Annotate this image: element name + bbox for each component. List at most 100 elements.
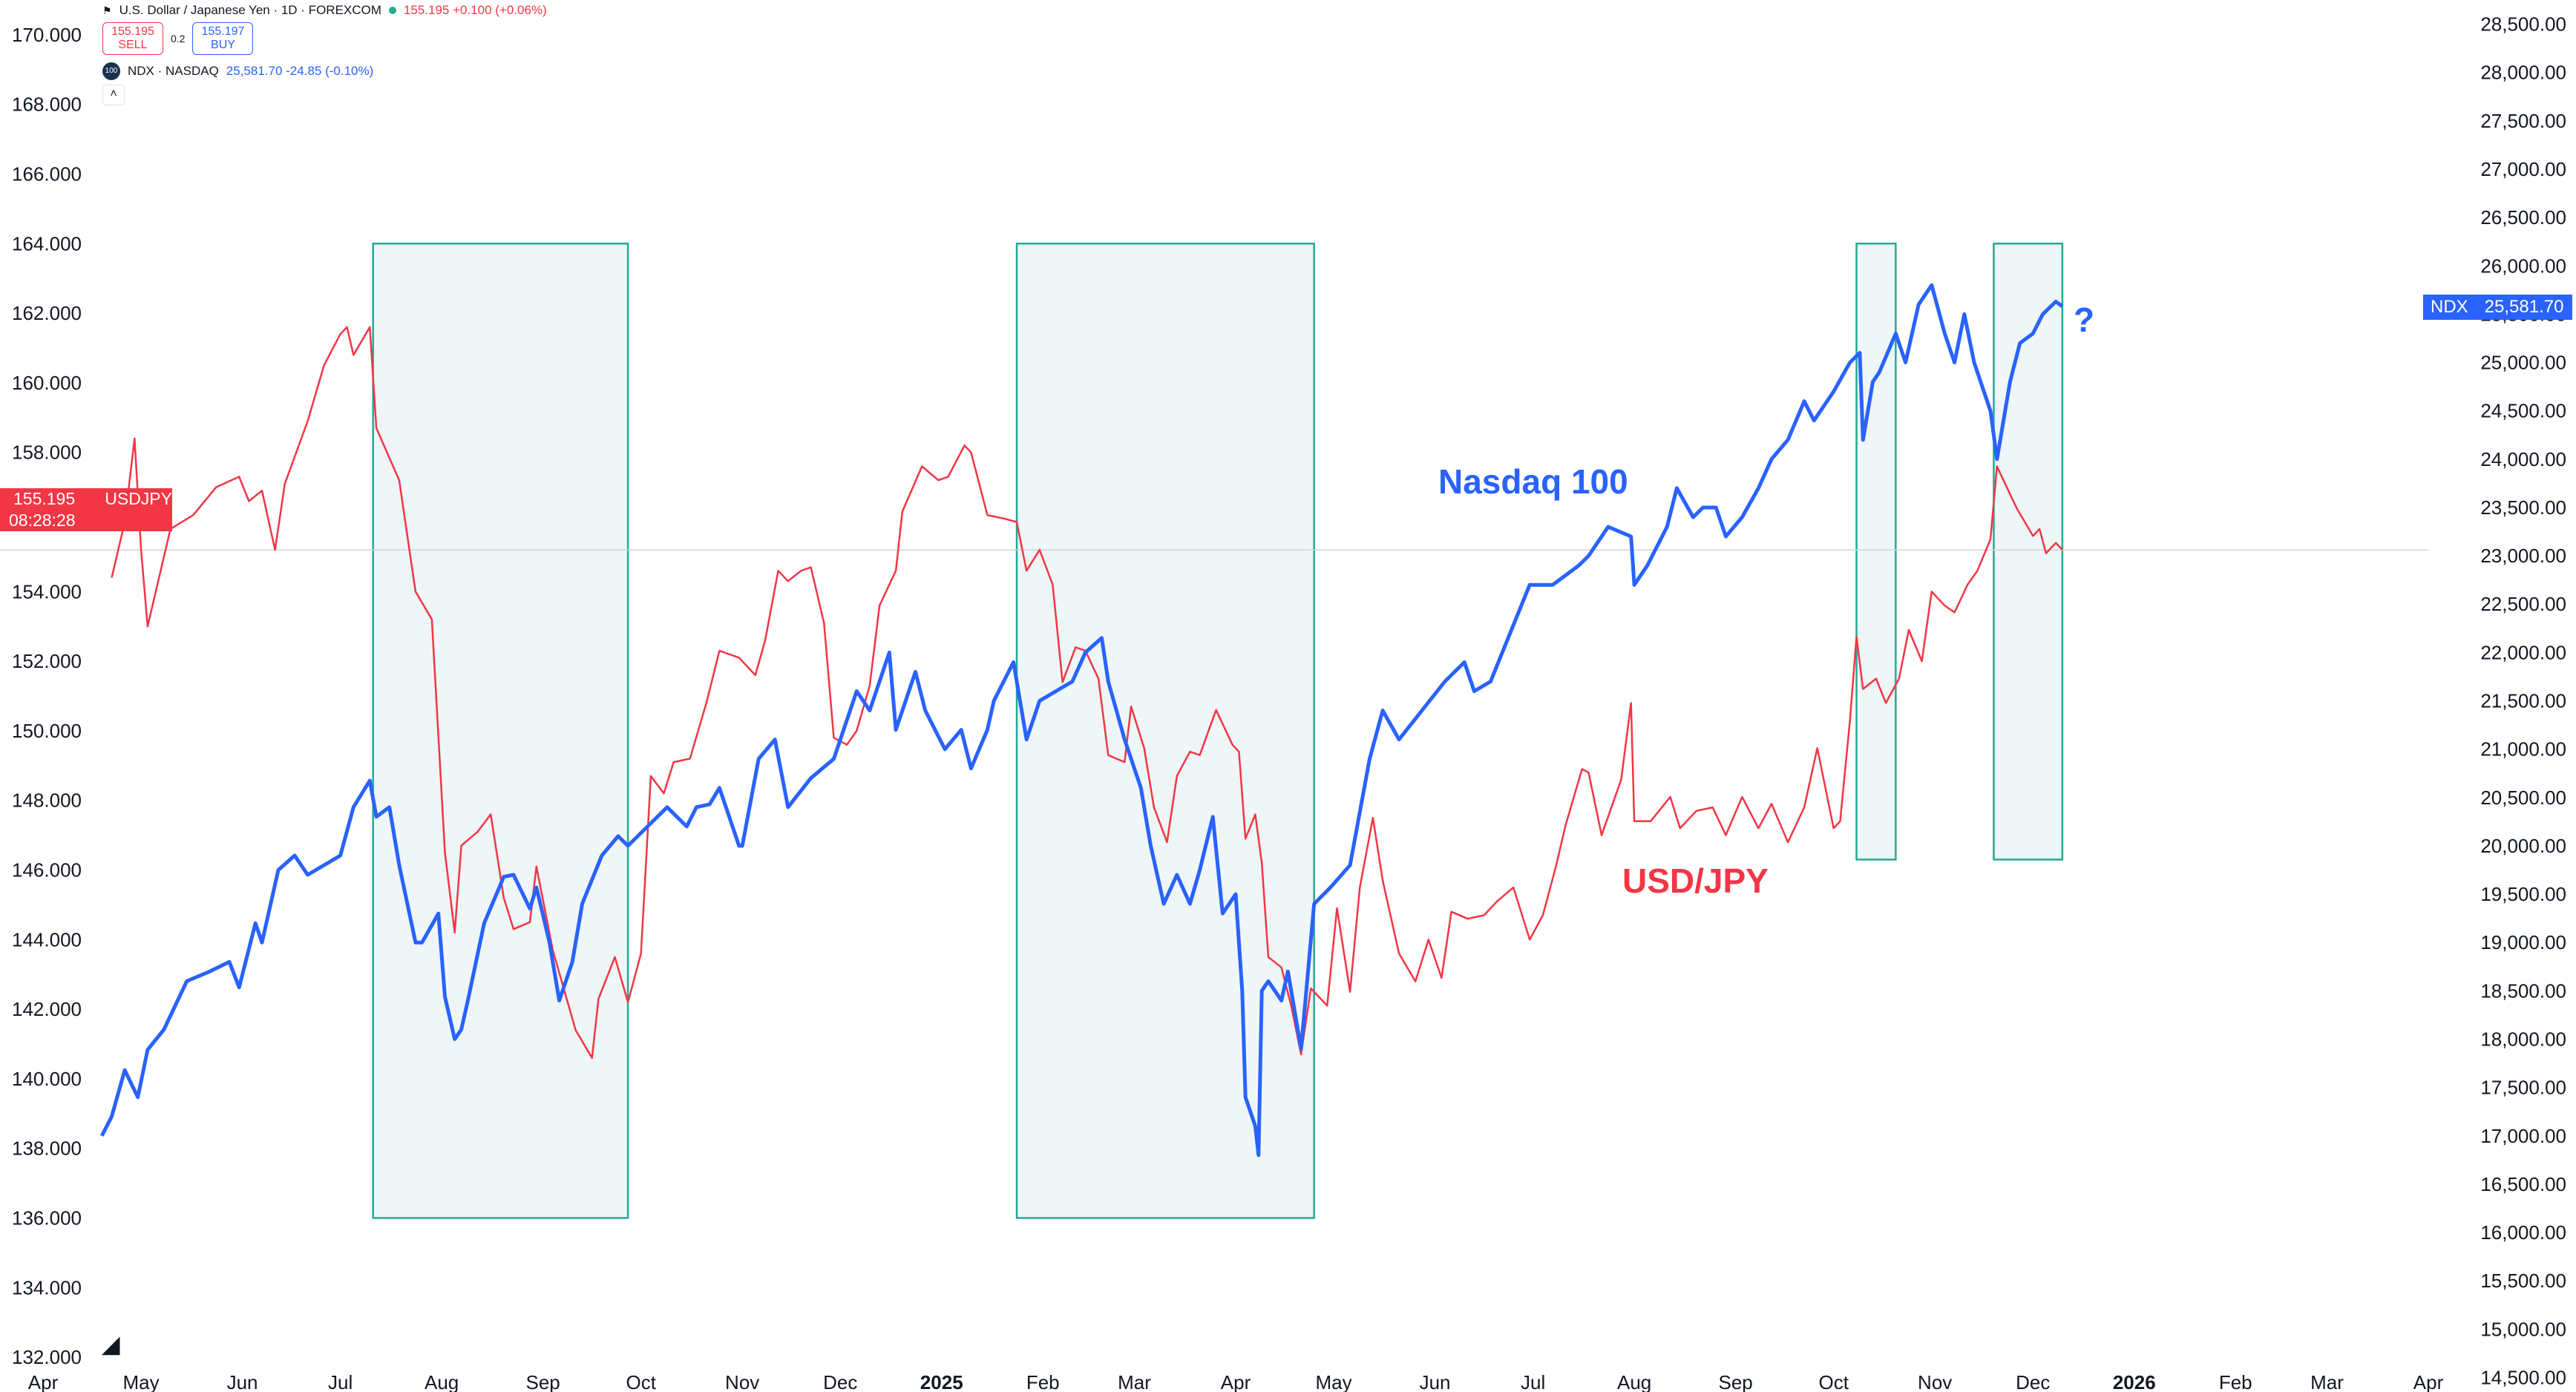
- x-tick-label: Sep: [1718, 1371, 1752, 1392]
- right-tick-label: 17,000.00: [2480, 1125, 2566, 1147]
- right-tick-label: 17,500.00: [2480, 1077, 2566, 1099]
- usdjpy-annotation: USD/JPY: [1622, 861, 1769, 900]
- usdjpy-last-price: 155.195: [13, 489, 76, 508]
- left-tick-label: 134.000: [12, 1276, 82, 1299]
- x-tick-label: Mar: [2310, 1371, 2344, 1392]
- left-tick-label: 154.000: [12, 580, 82, 603]
- left-tick-label: 160.000: [12, 372, 82, 394]
- left-tick-label: 170.000: [12, 24, 82, 46]
- left-tick-label: 132.000: [12, 1346, 82, 1368]
- x-tick-label: Apr: [1221, 1371, 1251, 1392]
- x-tick-label: 2025: [920, 1371, 963, 1392]
- buy-price: 155.197: [201, 25, 245, 38]
- ndx-logo-icon: 100: [102, 62, 120, 80]
- right-tick-label: 21,500.00: [2480, 690, 2566, 712]
- left-tick-label: 162.000: [12, 302, 82, 324]
- x-tick-label: Sep: [525, 1371, 560, 1392]
- x-tick-label: Aug: [1617, 1371, 1651, 1392]
- compare-symbol[interactable]: NDX · NASDAQ: [128, 64, 219, 78]
- right-tick-label: 22,500.00: [2480, 593, 2566, 615]
- x-tick-label: Jul: [328, 1371, 353, 1392]
- x-tick-label: Apr: [2413, 1371, 2444, 1392]
- x-tick-label: Dec: [823, 1371, 857, 1392]
- buy-label: BUY: [211, 39, 235, 51]
- us-flag-icon: ⚑: [102, 4, 112, 16]
- ndx-last-price: 25,581.70: [2484, 297, 2564, 317]
- x-tick-label: Feb: [1026, 1371, 1060, 1392]
- right-tick-label: 28,500.00: [2480, 13, 2566, 36]
- highlight-box-4: [1993, 243, 2064, 861]
- x-tick-label: Dec: [2016, 1371, 2050, 1392]
- left-tick-label: 158.000: [12, 441, 82, 464]
- right-price-axis[interactable]: 14,500.00 15,000.00 15,500.00 16,000.00 16,5…: [2480, 13, 2566, 1389]
- right-tick-label: 26,000.00: [2480, 255, 2566, 277]
- right-tick-label: 16,500.00: [2480, 1173, 2566, 1195]
- right-tick-label: 27,000.00: [2480, 158, 2566, 180]
- series-line-usdjpy: [111, 326, 2063, 1060]
- right-tick-label: 23,000.00: [2480, 545, 2566, 567]
- left-tick-label: 150.000: [12, 720, 82, 742]
- x-tick-label: Oct: [1818, 1371, 1849, 1392]
- tradingview-logo-icon[interactable]: ◢: [102, 1333, 120, 1357]
- x-tick-label: 2026: [2113, 1371, 2156, 1392]
- compare-values: 25,581.70 -24.85 (-0.10%): [226, 64, 374, 78]
- right-tick-label: 15,500.00: [2480, 1270, 2566, 1292]
- x-tick-label: Aug: [425, 1371, 459, 1392]
- x-tick-label: Jun: [1420, 1371, 1451, 1392]
- right-tick-label: 23,500.00: [2480, 496, 2566, 519]
- ndx-symbol-tag: NDX: [2431, 297, 2468, 317]
- series-line-ndx: [99, 283, 2064, 1158]
- spread: 0.2: [171, 33, 186, 45]
- x-tick-label: Oct: [626, 1371, 656, 1392]
- highlight-box-2: [1015, 243, 1315, 1219]
- right-tick-label: 18,500.00: [2480, 979, 2566, 1002]
- collapse-legend-button[interactable]: ˄: [102, 85, 125, 105]
- left-tick-label: 144.000: [12, 928, 82, 951]
- nasdaq-annotation: Nasdaq 100: [1438, 462, 1628, 501]
- right-tick-label: 18,000.00: [2480, 1028, 2566, 1050]
- right-tick-label: 27,500.00: [2480, 110, 2566, 132]
- right-tick-label: 19,000.00: [2480, 931, 2566, 953]
- left-tick-label: 142.000: [12, 998, 82, 1020]
- left-tick-label: 168.000: [12, 93, 82, 116]
- right-tick-label: 16,000.00: [2480, 1221, 2566, 1244]
- right-tick-label: 25,000.00: [2480, 352, 2566, 374]
- ndx-price-label: NDX 25,581.70: [2423, 295, 2573, 320]
- right-tick-label: 26,500.00: [2480, 206, 2566, 229]
- x-tick-label: Apr: [28, 1371, 59, 1392]
- right-tick-label: 28,000.00: [2480, 62, 2566, 84]
- left-tick-label: 164.000: [12, 232, 82, 255]
- question-annotation: ?: [2074, 301, 2095, 339]
- x-tick-label: Nov: [725, 1371, 759, 1392]
- left-price-axis[interactable]: 132.000 134.000 136.000 138.000 140.000 142.0…: [12, 24, 82, 1368]
- x-tick-label: May: [123, 1371, 160, 1392]
- sell-button[interactable]: 155.195 SELL: [102, 22, 163, 55]
- highlight-boxes: [372, 243, 2064, 1219]
- symbol-title[interactable]: U.S. Dollar / Japanese Yen · 1D · FOREXC…: [119, 3, 381, 17]
- right-tick-label: 20,500.00: [2480, 787, 2566, 809]
- highlight-box-3: [1855, 243, 1897, 861]
- highlight-box-1: [372, 243, 629, 1219]
- left-tick-label: 148.000: [12, 789, 82, 812]
- buy-button[interactable]: 155.197 BUY: [192, 22, 254, 55]
- x-tick-label: Nov: [1918, 1371, 1952, 1392]
- left-tick-label: 152.000: [12, 650, 82, 672]
- sell-price: 155.195: [111, 25, 154, 38]
- left-tick-label: 138.000: [12, 1137, 82, 1160]
- usdjpy-price-label: 155.195 USDJPY 08:28:28: [0, 488, 172, 531]
- usdjpy-symbol-tag: USDJPY: [105, 489, 172, 508]
- left-tick-label: 136.000: [12, 1207, 82, 1230]
- right-tick-label: 22,000.00: [2480, 641, 2566, 663]
- left-tick-label: 166.000: [12, 163, 82, 186]
- series-lines: [99, 283, 2064, 1158]
- time-axis[interactable]: Apr May Jun Jul Aug Sep Oct Nov Dec 2025 Feb Mar Apr…: [28, 1371, 2444, 1392]
- right-tick-label: 21,000.00: [2480, 738, 2566, 761]
- x-tick-label: Jul: [1521, 1371, 1545, 1392]
- right-tick-label: 19,500.00: [2480, 883, 2566, 905]
- right-tick-label: 15,000.00: [2480, 1318, 2566, 1340]
- x-tick-label: May: [1316, 1371, 1352, 1392]
- symbol-change: 155.195 +0.100 (+0.06%): [403, 3, 547, 17]
- right-tick-label: 24,500.00: [2480, 400, 2566, 422]
- chevron-up-icon: ˄: [110, 88, 117, 100]
